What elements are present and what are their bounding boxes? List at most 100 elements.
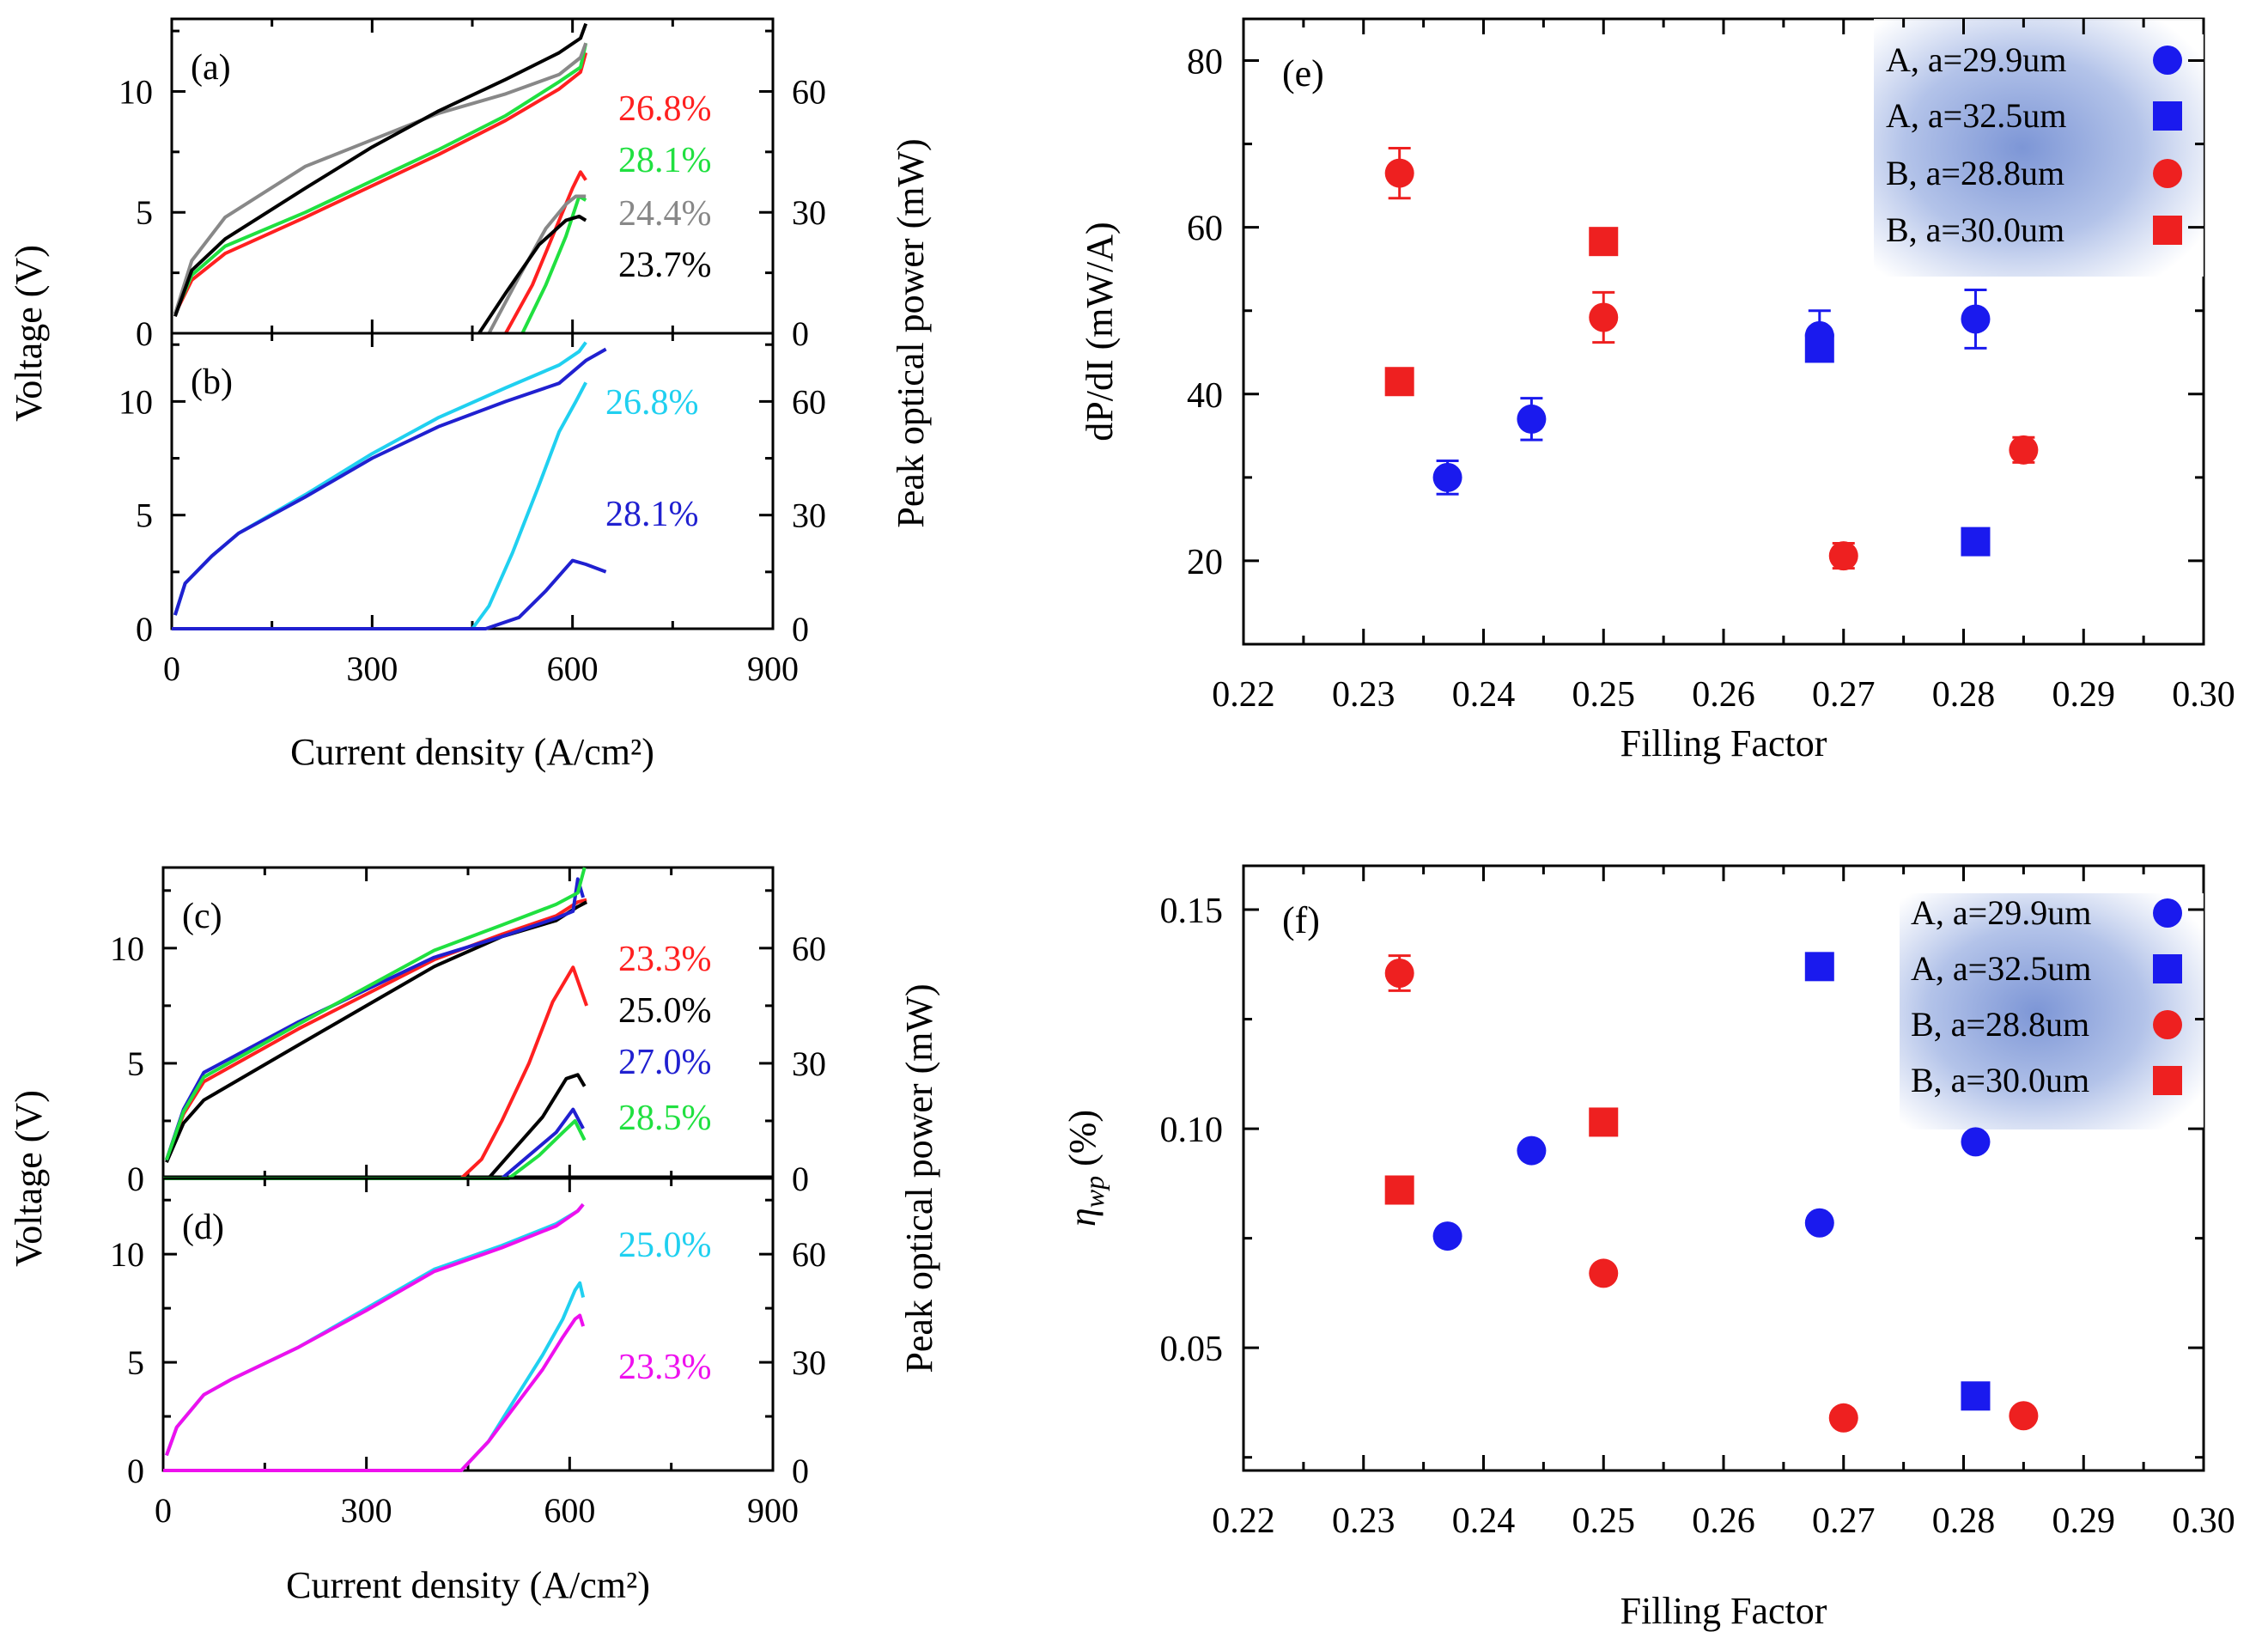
y-tick-label: 5 xyxy=(127,1044,144,1083)
voltage-line-4 xyxy=(165,867,587,1161)
data-point-square xyxy=(1589,1107,1619,1137)
x-tick-label: 0.27 xyxy=(1812,675,1876,715)
legend-label: A, a=32.5um xyxy=(1911,949,2091,988)
data-point-square xyxy=(1589,227,1619,257)
x-tick-label: 0.26 xyxy=(1692,1501,1755,1541)
x-tick-label: 0.23 xyxy=(1332,675,1395,715)
y2-tick-label: 60 xyxy=(792,1235,826,1274)
voltage-line-1 xyxy=(165,898,587,1161)
data-point-square xyxy=(1804,333,1834,363)
y-axis-title: dP/dI (mW/A) xyxy=(1079,222,1121,441)
power-line-1 xyxy=(172,381,587,630)
power-line-4 xyxy=(163,1119,587,1180)
legend-marker-circle xyxy=(2153,159,2182,188)
y-tick-label: 0.05 xyxy=(1160,1330,1224,1369)
panel-c: 0 5 10 0 30 60 (c) xyxy=(110,866,826,1198)
y-tick-label: 60 xyxy=(1187,210,1223,249)
data-point-square xyxy=(1804,952,1834,982)
power-line-1 xyxy=(163,1281,586,1472)
y2-axis-title-power: Peak optical power (mW) xyxy=(898,983,940,1373)
data-point-circle xyxy=(1517,404,1547,434)
x-axis-title: Current density (A/cm²) xyxy=(290,731,654,773)
legend-marker-square xyxy=(2153,101,2182,131)
y-tick-label: 0 xyxy=(127,1452,144,1490)
data-point-circle xyxy=(2009,1401,2039,1431)
y-axis-title-subscript: wp xyxy=(1079,1176,1110,1208)
y-tick-label: 0.10 xyxy=(1160,1111,1224,1150)
plot-frame xyxy=(161,1177,775,1472)
series-label-d-2: 23.3% xyxy=(618,1348,712,1387)
voltage-line-3 xyxy=(173,42,588,315)
data-point-circle xyxy=(1384,158,1414,188)
x-tick-label: 300 xyxy=(346,649,398,688)
y-tick-label: 80 xyxy=(1187,43,1223,82)
power-line-3 xyxy=(487,194,587,334)
voltage-line-2 xyxy=(165,900,588,1163)
x-tick-label: 0.28 xyxy=(1932,1501,1996,1541)
x-tick-label: 0.27 xyxy=(1812,1501,1876,1541)
y-tick-label: 5 xyxy=(127,1343,144,1382)
voltage-line-1 xyxy=(173,341,587,616)
x-tick-label: 0 xyxy=(155,1491,172,1530)
x-tick-label: 0 xyxy=(163,649,180,688)
y2-tick-label: 60 xyxy=(792,382,826,421)
legend-marker-circle xyxy=(2153,46,2182,75)
x-tick-label: 0.22 xyxy=(1212,1501,1275,1541)
legend-label: B, a=30.0um xyxy=(1886,210,2064,249)
y2-tick-label: 30 xyxy=(792,496,826,535)
power-line-4 xyxy=(477,214,587,335)
panel-label: (c) xyxy=(182,897,222,936)
y2-tick-label: 0 xyxy=(792,610,809,648)
voltage-line-4 xyxy=(173,22,588,317)
data-point-circle xyxy=(1432,1221,1462,1251)
x-tick-label: 600 xyxy=(547,649,599,688)
series-label-c-1: 23.3% xyxy=(618,940,712,979)
voltage-line-2 xyxy=(173,347,607,616)
series-label-a-3: 24.4% xyxy=(618,194,712,234)
data-point-circle xyxy=(1828,1403,1858,1433)
y-tick-label: 0.15 xyxy=(1160,892,1224,931)
y-tick-label: 20 xyxy=(1187,543,1223,582)
x-tick-label: 0.22 xyxy=(1212,675,1275,715)
series-label-b-2: 28.1% xyxy=(605,495,699,534)
x-tick-label: 900 xyxy=(747,1491,799,1530)
panel-e: 0.22 0.23 0.24 0.25 0.26 0.27 0.28 0.29 0.30 20 40… xyxy=(1079,17,2235,764)
legend-label: A, a=29.9um xyxy=(1886,40,2066,79)
data-point-circle xyxy=(1589,1258,1619,1288)
x-axis-title: Filling Factor xyxy=(1620,722,1827,764)
legend-label: B, a=28.8um xyxy=(1911,1005,2089,1044)
panel-label: (e) xyxy=(1282,52,1324,94)
y-axis-title-voltage: Voltage (V) xyxy=(8,1090,50,1267)
y2-axis-title-power: Peak optical power (mW) xyxy=(890,138,932,527)
x-tick-label: 900 xyxy=(747,649,799,688)
power-line-2 xyxy=(163,1313,586,1472)
legend-label: B, a=28.8um xyxy=(1886,154,2064,192)
power-line-2 xyxy=(172,558,607,630)
y-tick-label: 0 xyxy=(136,610,153,648)
legend-marker-circle xyxy=(2153,1010,2182,1039)
voltage-line-2 xyxy=(173,42,588,315)
y2-tick-label: 60 xyxy=(792,929,826,968)
data-point-square xyxy=(1384,1175,1414,1205)
y-axis-title-voltage: Voltage (V) xyxy=(8,245,50,422)
y-tick-label: 10 xyxy=(119,72,153,111)
x-tick-label: 0.30 xyxy=(2172,675,2235,715)
panel-label: (f) xyxy=(1282,899,1320,941)
y2-tick-label: 30 xyxy=(792,1343,826,1382)
y2-tick-label: 0 xyxy=(792,1452,809,1490)
y-axis-title-symbol: η xyxy=(1061,1208,1104,1227)
x-tick-label: 0.29 xyxy=(2052,675,2116,715)
voltage-line-1 xyxy=(165,1202,585,1457)
series-label-c-3: 27.0% xyxy=(618,1043,712,1082)
panel-f: 0.22 0.23 0.24 0.25 0.26 0.27 0.28 0.29 0.30 0.05… xyxy=(1061,864,2235,1632)
legend-marker-square xyxy=(2153,216,2182,245)
y-axis-title-unit: (%) xyxy=(1061,1110,1104,1176)
y-tick-label: 10 xyxy=(110,929,144,968)
panel-label: (b) xyxy=(191,362,233,402)
voltage-line-1 xyxy=(173,52,588,315)
series-label-a-2: 28.1% xyxy=(618,141,712,180)
y2-tick-label: 30 xyxy=(792,193,826,232)
